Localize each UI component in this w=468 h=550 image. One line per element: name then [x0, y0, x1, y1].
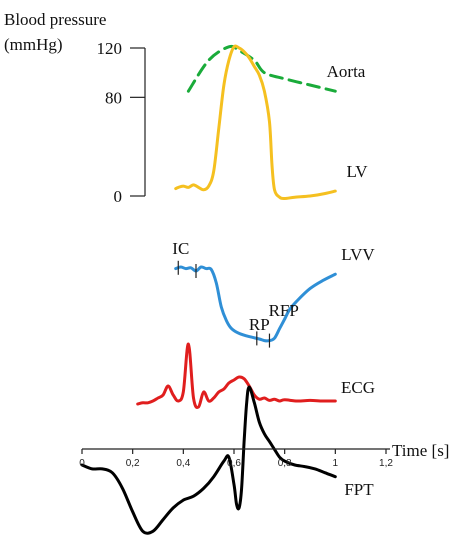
series-aorta-line: [186, 44, 337, 93]
trace-ecg-line: [136, 342, 337, 409]
time-tick-label-0,4: 0,4: [176, 458, 190, 469]
pressure-axis: 120 80 0: [97, 39, 146, 206]
trace-label-lvv: LVV: [341, 245, 375, 264]
time-tick-label-1,2: 1,2: [379, 458, 393, 469]
time-tick-label-0,8: 0,8: [278, 458, 292, 469]
annotation-ic: IC: [172, 239, 189, 258]
x-axis-label: Time [s]: [392, 441, 449, 460]
series-label-lv: LV: [346, 162, 368, 181]
time-tick-label-0: 0: [79, 458, 85, 469]
series-label-aorta: Aorta: [327, 62, 366, 81]
y-axis-label-line1: Blood pressure: [4, 10, 106, 29]
annotation-rp: RP: [249, 315, 270, 334]
pressure-tick-label-0: 0: [114, 187, 123, 206]
y-axis-label-line2: (mmHg): [4, 35, 63, 54]
pressure-tick-label-120: 120: [97, 39, 123, 58]
time-tick-label-0,6: 0,6: [227, 458, 241, 469]
trace-label-fpt: FPT: [344, 480, 374, 499]
pressure-tick-label-80: 80: [105, 88, 122, 107]
trace-label-ecg: ECG: [341, 378, 375, 397]
time-tick-label-1: 1: [333, 458, 339, 469]
annotation-rfp: RFP: [269, 301, 299, 320]
series-lv-line: [174, 44, 337, 201]
time-axis: 0 0,2 0,4 0,6 0,8 1 1,2: [79, 448, 393, 469]
time-tick-label-0,2: 0,2: [126, 458, 140, 469]
trace-fpt-line: [80, 385, 337, 535]
